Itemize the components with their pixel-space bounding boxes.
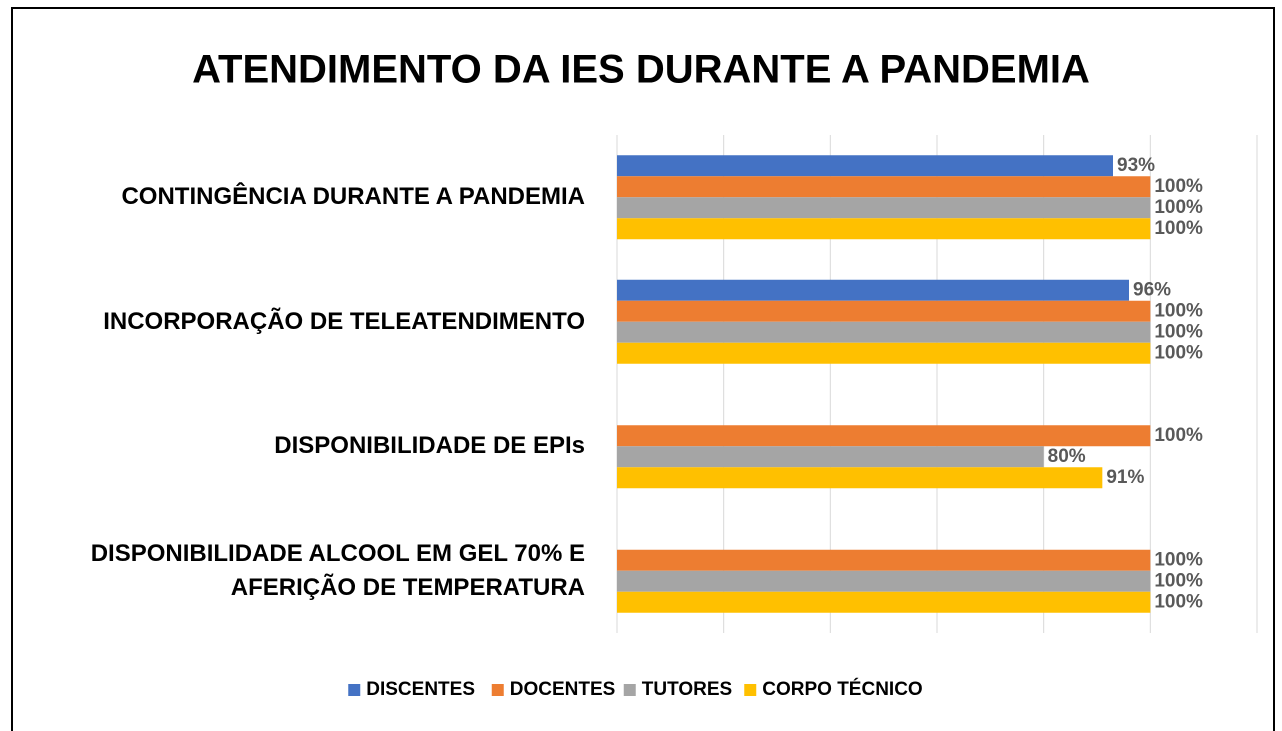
bar <box>617 300 1151 322</box>
data-label: 96% <box>1133 279 1171 300</box>
bar <box>617 197 1151 219</box>
legend-swatch <box>491 684 504 696</box>
data-label: 93% <box>1117 155 1155 176</box>
data-label: 100% <box>1154 218 1203 239</box>
data-label: 100% <box>1154 197 1203 218</box>
data-label: 91% <box>1106 467 1144 488</box>
bar <box>617 591 1151 613</box>
data-label: 100% <box>1154 570 1203 591</box>
legend-swatch <box>348 684 361 696</box>
bar <box>617 321 1151 343</box>
chart-title: ATENDIMENTO DA IES DURANTE A PANDEMIA <box>192 48 1090 92</box>
data-label: 100% <box>1154 591 1203 612</box>
bar <box>617 218 1151 240</box>
legend-label: DISCENTES <box>366 679 475 700</box>
bar <box>617 279 1129 301</box>
data-label: 100% <box>1154 342 1203 363</box>
bar <box>617 570 1151 592</box>
y-tick-label: DISPONIBILIDADE DE EPIs <box>274 432 585 460</box>
data-label: 80% <box>1048 446 1086 467</box>
chart-border <box>11 7 1275 731</box>
bar <box>617 176 1151 198</box>
legend-swatch <box>623 684 636 696</box>
legend-label: TUTORES <box>642 679 732 700</box>
bar <box>617 425 1151 447</box>
data-label: 100% <box>1154 425 1203 446</box>
bar <box>617 467 1103 489</box>
data-label: 100% <box>1154 176 1203 197</box>
data-label: 100% <box>1154 549 1203 570</box>
bar <box>617 549 1151 571</box>
y-tick-label: CONTINGÊNCIA DURANTE A PANDEMIA <box>121 183 585 211</box>
y-tick-label: DISPONIBILIDADE ALCOOL EM GEL 70% E AFER… <box>90 539 585 601</box>
y-tick-label: INCORPORAÇÃO DE TELEATENDIMENTO <box>103 307 585 335</box>
bar <box>617 446 1044 468</box>
data-label: 100% <box>1154 300 1203 321</box>
legend-label: DOCENTES <box>510 679 616 700</box>
bar <box>617 155 1113 177</box>
legend-swatch <box>744 684 757 696</box>
bar <box>617 342 1151 364</box>
legend-label: CORPO TÉCNICO <box>762 678 922 700</box>
data-label: 100% <box>1154 321 1203 342</box>
